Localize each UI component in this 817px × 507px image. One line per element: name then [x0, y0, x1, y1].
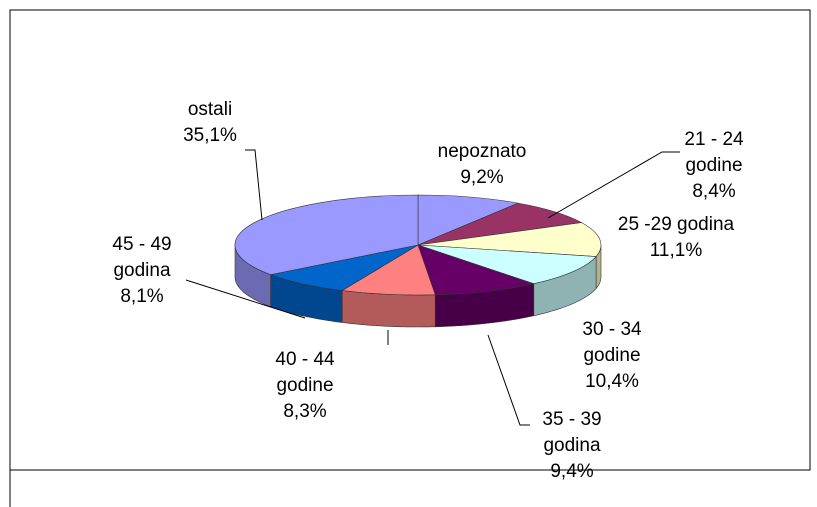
value-label: 9,4%: [550, 461, 594, 482]
value-label: 35,1%: [183, 125, 237, 146]
category-name: 30 - 34 godine: [582, 319, 642, 366]
value-label: 10,4%: [585, 371, 639, 392]
slice-label: 45 - 49 godina 8,1%: [87, 232, 197, 310]
slice-label: 30 - 34 godine 10,4%: [562, 317, 662, 395]
chart-frame: [9, 9, 811, 471]
slice-top: [417, 202, 583, 246]
slice-top: [417, 244, 597, 285]
value-label: 8,1%: [120, 286, 164, 307]
slice: [234, 194, 419, 308]
slice-top: [269, 244, 419, 291]
slice-label: 21 - 24 godine 8,4%: [664, 127, 764, 205]
category-name: nepoznato: [437, 141, 527, 162]
leader-line: [185, 279, 306, 319]
slice-top: [417, 194, 520, 246]
value-label: 11,1%: [649, 240, 703, 261]
slice-top: [341, 244, 436, 296]
category-name: 21 - 24 godine: [684, 129, 744, 176]
slice: [417, 222, 602, 290]
slice: [417, 244, 535, 328]
category-name: 35 - 39 godina: [542, 409, 602, 456]
slice-label: 25 -29 godina 11,1%: [596, 212, 756, 264]
slice-label: 40 - 44 godine 8,3%: [250, 347, 360, 425]
slice: [417, 202, 583, 246]
category-name: 40 - 44 godine: [275, 349, 335, 396]
category-name: 45 - 49 godina: [112, 234, 172, 281]
slice-label: nepoznato 9,2%: [427, 139, 537, 191]
slice: [269, 244, 419, 323]
value-label: 9,2%: [460, 167, 504, 188]
leader-line: [245, 149, 263, 221]
category-name: ostali: [187, 99, 233, 120]
slice-label: 35 - 39 godina 9,4%: [522, 407, 622, 485]
slice-label: ostali 35,1%: [160, 97, 260, 149]
slice-top: [417, 244, 535, 296]
slice-side: [341, 290, 436, 328]
value-label: 8,3%: [283, 401, 327, 422]
slice-top: [234, 194, 419, 275]
category-name: 25 -29 godina: [617, 214, 735, 235]
value-label: 8,4%: [692, 181, 736, 202]
slice: [417, 194, 520, 246]
leader-line: [547, 151, 680, 219]
slice-top: [417, 222, 602, 257]
leader-line: [487, 334, 530, 426]
